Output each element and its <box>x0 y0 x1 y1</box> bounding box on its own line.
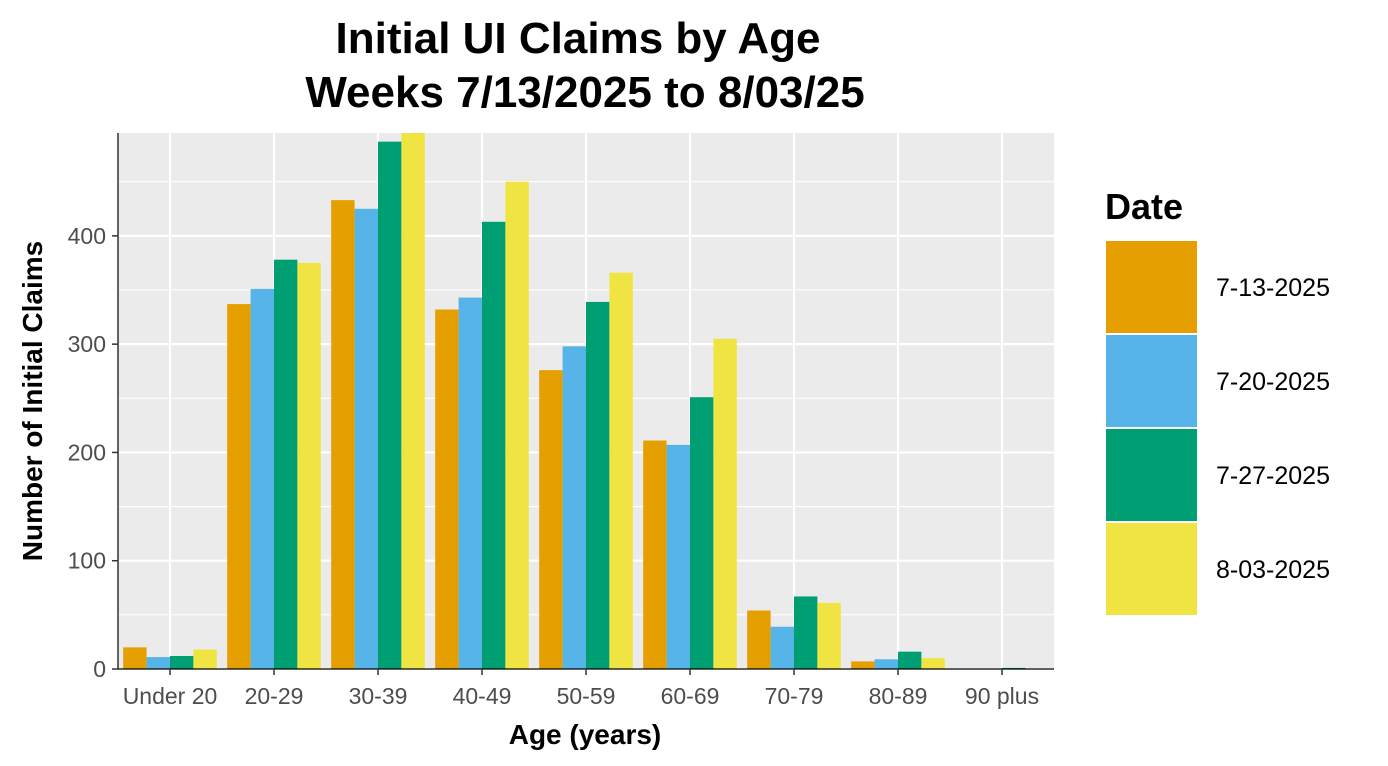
y-tick-label: 300 <box>68 331 106 357</box>
legend: Date 7-13-2025 7-20-2025 7-27-2025 8-03-202… <box>1104 186 1330 617</box>
bar <box>435 309 459 669</box>
y-tick-label: 200 <box>68 439 106 465</box>
chart-title-line-1: Initial UI Claims by Age <box>336 14 821 63</box>
x-tick-label: 60-69 <box>661 683 720 709</box>
legend-label: 8-03-2025 <box>1216 556 1330 584</box>
axes: 0 100 200 300 400 Under 20 20-29 30-39 40-49 50-5… <box>68 133 1054 709</box>
x-tick-label: 50-59 <box>557 683 616 709</box>
legend-key <box>1104 521 1199 617</box>
y-tick-label: 0 <box>93 656 106 682</box>
bar <box>505 181 529 669</box>
bar <box>586 301 610 669</box>
bar <box>539 370 563 669</box>
bar <box>331 200 355 669</box>
bar <box>713 338 737 669</box>
y-tick-label: 400 <box>68 223 106 249</box>
legend-label: 7-27-2025 <box>1216 462 1330 490</box>
bar <box>562 346 586 669</box>
chart-title-line-2: Weeks 7/13/2025 to 8/03/25 <box>305 68 864 117</box>
bars <box>123 133 1026 670</box>
bar <box>690 397 714 669</box>
bar <box>851 661 875 669</box>
bar <box>401 133 425 669</box>
x-axis-title: Age (years) <box>509 719 662 750</box>
y-tick-label: 100 <box>68 548 106 574</box>
legend-label: 7-20-2025 <box>1216 368 1330 396</box>
bar <box>123 647 147 669</box>
x-tick-label: 70-79 <box>765 683 824 709</box>
bar <box>146 657 170 669</box>
legend-key <box>1104 239 1199 335</box>
bar <box>666 444 690 669</box>
x-tick-label: Under 20 <box>123 683 218 709</box>
bar <box>274 259 298 669</box>
bar <box>643 440 667 669</box>
bar <box>193 649 217 669</box>
y-axis-title: Number of Initial Claims <box>17 241 48 562</box>
bar <box>921 658 945 669</box>
x-tick-label: 90 plus <box>965 683 1039 709</box>
bar <box>227 304 251 669</box>
bar <box>794 596 818 669</box>
bar <box>354 208 378 669</box>
legend-key <box>1104 427 1199 523</box>
bar <box>609 272 633 669</box>
legend-label: 7-13-2025 <box>1216 274 1330 302</box>
bar <box>458 297 482 669</box>
bar <box>297 262 321 669</box>
legend-key <box>1104 333 1199 429</box>
bar <box>747 610 771 669</box>
x-tick-label: 80-89 <box>869 683 928 709</box>
x-tick-label: 40-49 <box>453 683 512 709</box>
bar <box>817 602 841 669</box>
bar <box>378 141 402 670</box>
bar <box>874 659 898 669</box>
bar <box>250 288 274 669</box>
bar <box>770 626 794 669</box>
x-tick-label: 30-39 <box>349 683 408 709</box>
bar <box>482 221 506 669</box>
legend-title: Date <box>1105 186 1183 227</box>
bar <box>898 651 922 669</box>
x-tick-label: 20-29 <box>245 683 304 709</box>
chart-title: Initial UI Claims by Age Weeks 7/13/2025… <box>305 14 864 117</box>
bar <box>170 656 194 669</box>
